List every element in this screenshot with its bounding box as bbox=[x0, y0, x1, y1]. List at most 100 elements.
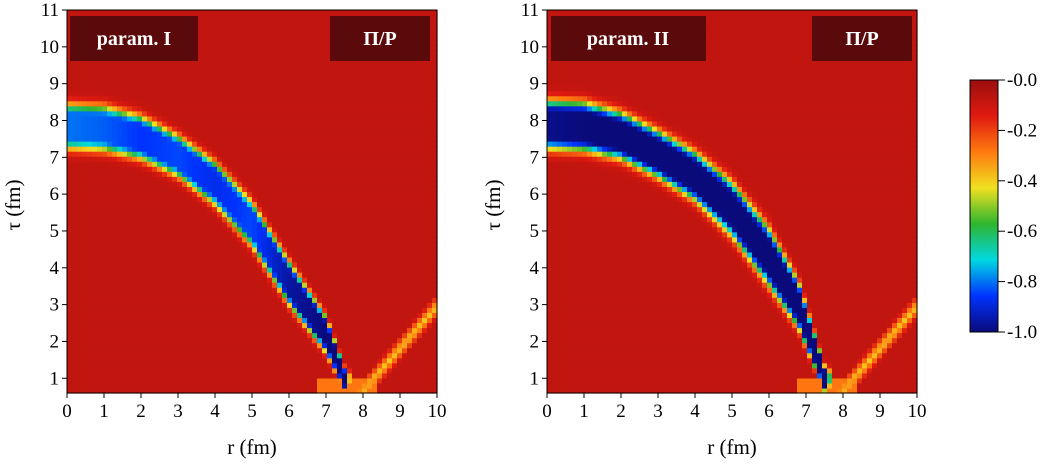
heatmap-cell bbox=[132, 115, 138, 122]
heatmap-cell bbox=[362, 100, 368, 107]
heatmap-cell bbox=[242, 256, 248, 263]
heatmap-cell bbox=[167, 272, 173, 278]
heatmap-cell bbox=[172, 292, 178, 298]
heatmap-cell bbox=[197, 387, 203, 394]
heatmap-cell bbox=[167, 120, 173, 127]
heatmap-cell bbox=[287, 95, 293, 102]
heatmap-cell bbox=[337, 377, 343, 384]
heatmap-cell bbox=[312, 191, 318, 198]
heatmap-cell bbox=[317, 362, 323, 369]
heatmap-cell bbox=[357, 337, 363, 344]
heatmap-cell bbox=[332, 151, 338, 157]
heatmap-cell bbox=[307, 95, 313, 102]
heatmap-cell bbox=[202, 201, 208, 208]
heatmap-cell bbox=[122, 130, 128, 137]
heatmap-cell bbox=[147, 322, 153, 329]
heatmap-cell bbox=[152, 372, 158, 379]
heatmap-cell bbox=[362, 387, 368, 394]
heatmap-cell bbox=[287, 241, 293, 248]
heatmap-cell bbox=[387, 261, 393, 268]
heatmap-cell bbox=[177, 10, 183, 16]
heatmap-cell bbox=[372, 352, 378, 359]
heatmap-cell bbox=[132, 191, 138, 198]
heatmap-cell bbox=[127, 337, 133, 344]
heatmap-cell bbox=[172, 337, 178, 344]
heatmap-cell bbox=[197, 130, 203, 137]
heatmap-cell bbox=[97, 387, 103, 394]
heatmap-cell bbox=[232, 95, 238, 102]
heatmap-cell bbox=[267, 327, 273, 334]
heatmap-cell bbox=[97, 70, 103, 77]
heatmap-cell bbox=[237, 25, 243, 31]
heatmap-cell bbox=[227, 272, 233, 278]
heatmap-cell bbox=[257, 317, 263, 324]
heatmap-cell bbox=[112, 171, 118, 177]
heatmap-cell bbox=[177, 357, 183, 364]
heatmap-cell bbox=[197, 30, 203, 36]
heatmap-cell bbox=[217, 216, 223, 223]
heatmap-cell bbox=[227, 357, 233, 364]
heatmap-cell bbox=[237, 372, 243, 379]
heatmap-cell bbox=[127, 171, 133, 177]
heatmap-cell bbox=[347, 211, 353, 218]
heatmap-cell bbox=[307, 387, 313, 394]
heatmap-cell bbox=[157, 100, 163, 107]
heatmap-cell bbox=[367, 191, 373, 198]
heatmap-cell bbox=[247, 45, 253, 51]
heatmap-cell bbox=[307, 60, 313, 67]
heatmap-cell bbox=[357, 105, 363, 112]
heatmap-cell bbox=[167, 186, 173, 193]
heatmap-cell bbox=[292, 161, 298, 167]
heatmap-cell bbox=[277, 357, 283, 364]
heatmap-cell bbox=[282, 287, 288, 293]
heatmap-cell bbox=[342, 115, 348, 122]
heatmap-cell bbox=[217, 141, 223, 147]
heatmap-cell bbox=[172, 105, 178, 112]
heatmap-cell bbox=[202, 382, 208, 389]
heatmap-cell bbox=[92, 90, 98, 97]
heatmap-cell bbox=[227, 171, 233, 177]
heatmap-cell bbox=[252, 277, 258, 283]
heatmap-cell bbox=[147, 246, 153, 253]
heatmap-cell bbox=[297, 176, 303, 182]
heatmap-cell bbox=[277, 10, 283, 16]
heatmap-cell bbox=[387, 231, 393, 238]
heatmap-cell bbox=[152, 135, 158, 142]
heatmap-cell bbox=[92, 135, 98, 142]
heatmap-cell bbox=[322, 317, 328, 324]
heatmap-cell bbox=[297, 161, 303, 167]
heatmap-cell bbox=[67, 317, 73, 324]
heatmap-cell bbox=[167, 166, 173, 172]
heatmap-cell bbox=[207, 166, 213, 172]
heatmap-cell bbox=[82, 246, 88, 253]
heatmap-cell bbox=[67, 362, 73, 369]
heatmap-cell bbox=[282, 45, 288, 51]
heatmap-cell bbox=[157, 60, 163, 67]
heatmap-cell bbox=[262, 327, 268, 334]
heatmap-cell bbox=[202, 231, 208, 238]
heatmap-cell bbox=[217, 120, 223, 127]
heatmap-cell bbox=[77, 272, 83, 278]
heatmap-cell bbox=[252, 246, 258, 253]
heatmap-cell bbox=[212, 35, 218, 41]
heatmap-cell bbox=[227, 20, 233, 26]
heatmap-cell bbox=[327, 50, 333, 56]
heatmap-cell bbox=[182, 221, 188, 228]
heatmap-cell bbox=[72, 156, 78, 162]
heatmap-cell bbox=[142, 287, 148, 293]
heatmap-cell bbox=[302, 65, 308, 72]
heatmap-cell bbox=[287, 211, 293, 218]
heatmap-cell bbox=[312, 387, 318, 394]
heatmap-cell bbox=[282, 332, 288, 339]
heatmap-cell bbox=[287, 297, 293, 303]
heatmap-cell bbox=[187, 246, 193, 253]
heatmap-cell bbox=[227, 267, 233, 273]
heatmap-cell bbox=[122, 337, 128, 344]
heatmap-cell bbox=[217, 181, 223, 187]
heatmap-cell bbox=[347, 337, 353, 344]
heatmap-cell bbox=[72, 171, 78, 177]
heatmap-cell bbox=[212, 302, 218, 308]
heatmap-cell bbox=[342, 302, 348, 308]
heatmap-cell bbox=[132, 261, 138, 268]
heatmap-cell bbox=[277, 211, 283, 218]
